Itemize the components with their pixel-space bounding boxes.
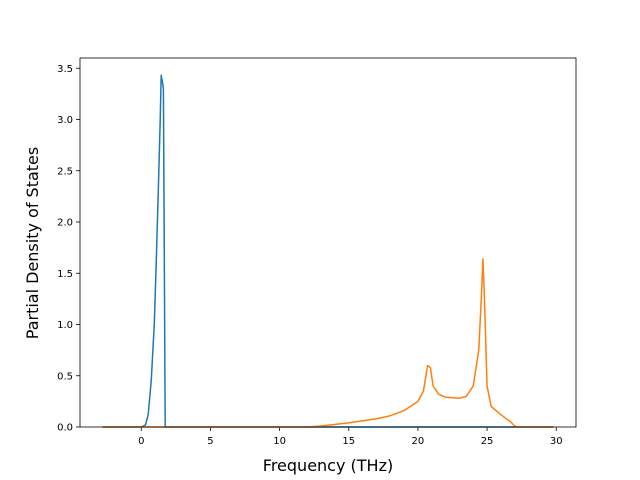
x-tick-label: 20 — [412, 436, 425, 447]
y-tick-label: 1.5 — [57, 269, 73, 280]
y-tick-label: 3.0 — [57, 115, 73, 126]
x-tick-label: 5 — [207, 436, 213, 447]
y-tick-label: 3.5 — [57, 64, 73, 75]
x-tick-label: 25 — [481, 436, 494, 447]
y-tick-label: 2.0 — [57, 218, 73, 229]
y-tick-label: 0.5 — [57, 371, 73, 382]
x-tick-label: 0 — [138, 436, 144, 447]
line-series — [102, 258, 554, 428]
line-series — [102, 74, 554, 428]
y-tick-label: 1.0 — [57, 320, 73, 331]
y-tick-label: 0.0 — [57, 423, 73, 434]
x-tick-label: 15 — [342, 436, 355, 447]
x-tick-label: 10 — [273, 436, 286, 447]
x-tick-label: 30 — [550, 436, 563, 447]
x-axis-label: Frequency (THz) — [263, 456, 393, 475]
plot-frame — [79, 57, 577, 428]
y-tick-label: 2.5 — [57, 166, 73, 177]
y-axis-label: Partial Density of States — [23, 147, 42, 339]
